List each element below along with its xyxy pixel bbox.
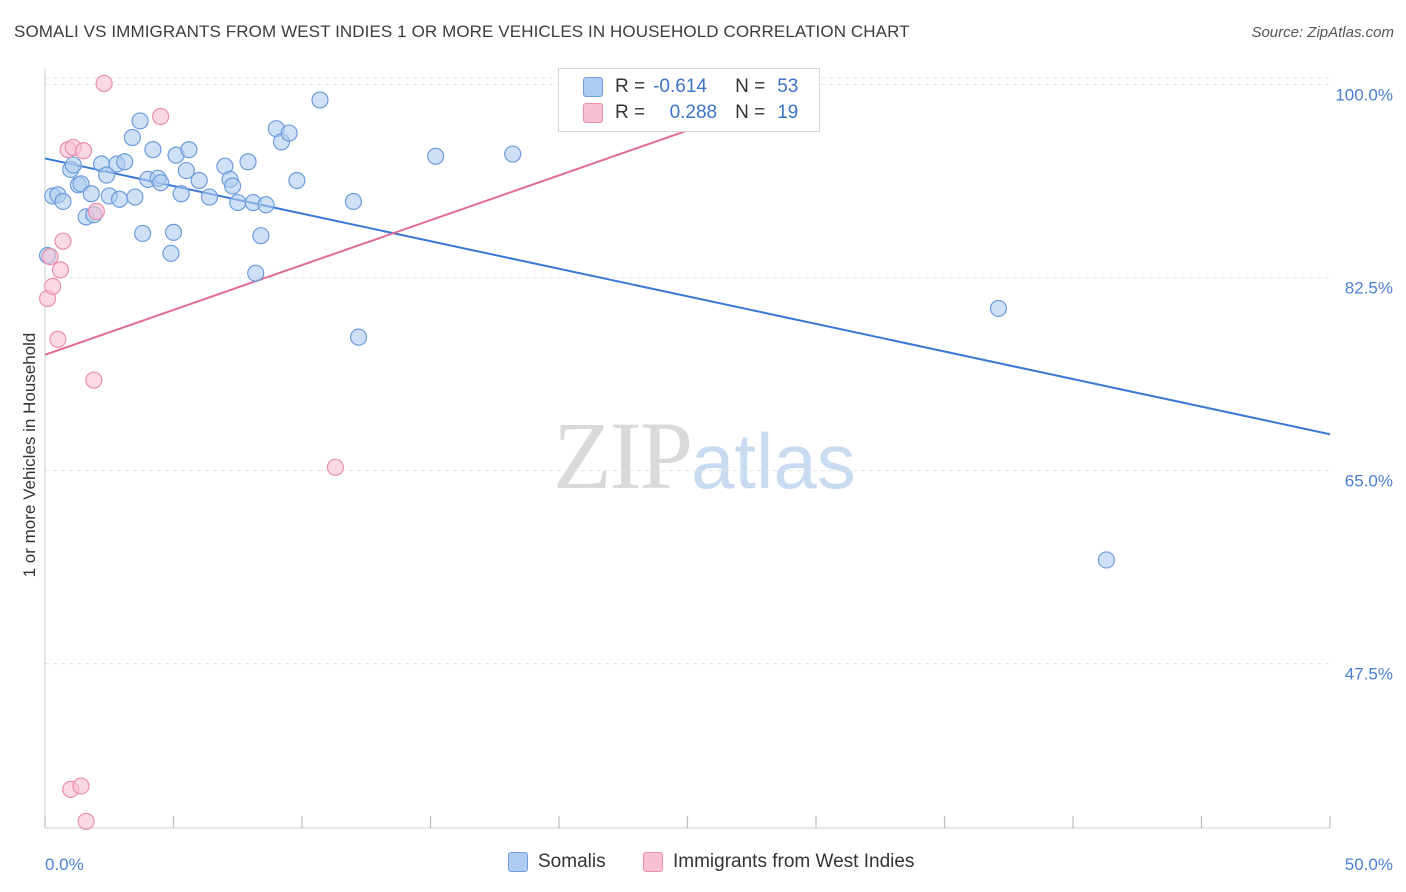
n-label: N =	[735, 102, 766, 123]
somali-point	[989, 299, 1008, 318]
somali-point	[98, 166, 116, 184]
somalis-swatch	[583, 77, 603, 97]
west-indies-point	[95, 74, 113, 93]
somali-point	[239, 153, 257, 171]
west-indies-point	[85, 371, 103, 389]
somali-point	[172, 185, 190, 203]
y-tick-label: 82.5%	[1345, 279, 1393, 298]
legend-row-west-indies: R = 0.288 N = 19	[583, 101, 798, 125]
somali-point	[427, 147, 445, 165]
west-indies-swatch	[643, 852, 663, 872]
somali-point	[504, 145, 522, 163]
somali-point	[110, 190, 129, 208]
legend-label-west-indies: Immigrants from West Indies	[673, 851, 915, 872]
somali-point	[229, 193, 247, 212]
watermark: ZIPatlas	[553, 400, 856, 511]
legend-item-somalis[interactable]: Somalis	[508, 851, 606, 873]
correlation-legend: R = -0.614 N = 53 R = 0.288 N = 19	[558, 68, 820, 132]
somali-point	[131, 112, 149, 130]
legend-row-somalis: R = -0.614 N = 53	[583, 75, 798, 99]
somali-point	[162, 244, 180, 262]
somali-point	[349, 328, 368, 346]
y-tick-label: 65.0%	[1345, 472, 1393, 491]
y-tick-label: 100.0%	[1335, 86, 1393, 105]
x-tick-label: 50.0%	[1345, 855, 1393, 874]
west-indies-point	[326, 458, 345, 476]
somali-point	[54, 192, 72, 211]
west-indies-point	[152, 107, 170, 126]
source-credit: Source: ZipAtlas.com	[1251, 24, 1394, 41]
west-indies-point	[74, 142, 93, 160]
legend-label-somalis: Somalis	[538, 851, 606, 872]
somali-point	[344, 192, 362, 211]
somalis-swatch	[508, 852, 528, 872]
west-indies-point	[51, 261, 70, 279]
west-indies-point	[72, 777, 90, 795]
west-indies-point	[49, 330, 67, 348]
somali-point	[311, 91, 329, 109]
somali-point	[82, 185, 100, 203]
series-legend: Somalis Immigrants from West Indies	[0, 851, 1406, 879]
west-indies-swatch	[583, 103, 603, 123]
west-indies-point	[41, 248, 59, 266]
r-value: 0.288	[669, 102, 718, 123]
somali-point	[247, 264, 265, 282]
r-label: R =	[615, 102, 646, 123]
y-tick-label: 47.5%	[1345, 665, 1393, 684]
somali-point	[1097, 551, 1116, 569]
somali-point	[164, 223, 183, 241]
west-indies-point	[77, 812, 95, 830]
watermark-zip: ZIP	[553, 402, 693, 509]
data-points	[38, 74, 1116, 830]
somali-point	[152, 174, 170, 192]
watermark-atlas: atlas	[691, 417, 856, 505]
somali-point	[144, 141, 162, 159]
n-label: N =	[735, 76, 766, 97]
somali-point	[180, 141, 198, 159]
legend-item-west-indies[interactable]: Immigrants from West Indies	[643, 851, 914, 873]
somali-point	[200, 188, 219, 206]
r-value: -0.614	[653, 76, 707, 97]
r-label: R =	[615, 76, 646, 97]
tick-labels: 47.5% 65.0% 82.5% 100.0% 0.0% 50.0%	[45, 86, 1393, 874]
somali-point	[224, 177, 242, 195]
trend-lines	[44, 84, 1331, 436]
somali-point	[64, 156, 82, 174]
n-value: 19	[777, 102, 799, 123]
somali-point	[126, 188, 144, 206]
west-indies-point	[54, 232, 72, 250]
west-indies-point	[87, 202, 106, 220]
grid	[45, 77, 1330, 665]
somali-point	[190, 171, 208, 190]
somali-point	[257, 196, 275, 214]
x-tick-label: 0.0%	[45, 855, 84, 874]
somali-point	[177, 161, 195, 180]
somali-point	[288, 171, 306, 190]
west-indies-point	[44, 277, 62, 296]
somali-point	[134, 224, 152, 243]
somali-point	[280, 124, 298, 142]
somali-point	[116, 153, 134, 171]
somali-point	[252, 227, 270, 245]
n-value: 53	[777, 76, 799, 97]
chart-title: SOMALI VS IMMIGRANTS FROM WEST INDIES 1 …	[14, 22, 910, 41]
somali-point	[72, 175, 90, 193]
somali-point	[123, 128, 141, 147]
